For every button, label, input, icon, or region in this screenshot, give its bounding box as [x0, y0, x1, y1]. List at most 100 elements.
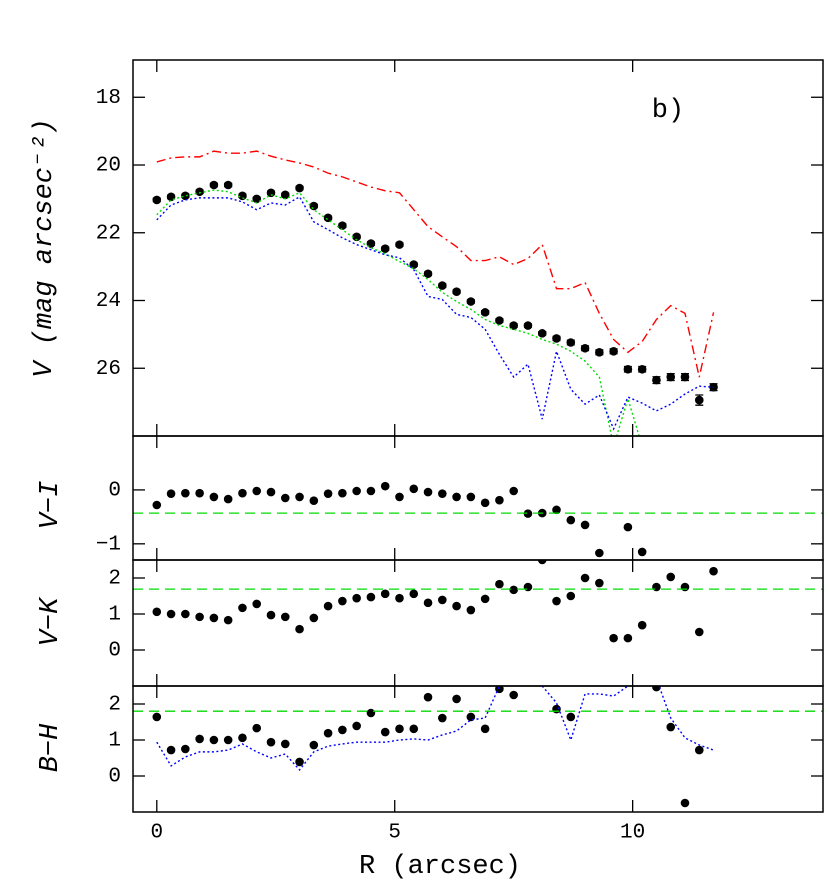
data-point [495, 316, 504, 325]
x-tick-label: 0 [150, 822, 163, 845]
data-point [423, 692, 433, 702]
data-point [152, 712, 162, 722]
data-point [580, 343, 590, 353]
data-point [566, 515, 576, 525]
plot-area [152, 481, 647, 558]
data-point [252, 194, 262, 204]
y-tick-label: −1 [96, 533, 121, 556]
data-point [195, 187, 204, 197]
data-point [195, 488, 204, 498]
data-point [380, 481, 390, 491]
data-point [409, 589, 419, 599]
data-point [223, 615, 233, 625]
data-point [438, 489, 447, 498]
data-point [209, 492, 219, 502]
data-point [209, 613, 219, 623]
data-point [223, 180, 233, 190]
data-point [623, 522, 633, 532]
data-point [423, 487, 433, 497]
data-point [181, 744, 190, 754]
data-point [637, 620, 647, 630]
data-point [409, 260, 419, 269]
data-point [423, 269, 433, 279]
data-point [309, 740, 319, 750]
data-point [166, 192, 176, 202]
data-point [694, 627, 704, 637]
data-point [652, 582, 661, 592]
data-point [523, 582, 533, 592]
annotation: b) [652, 96, 684, 126]
data-point [495, 579, 504, 589]
data-point [680, 582, 690, 592]
plot-area [152, 686, 714, 808]
data-point [509, 486, 518, 496]
panel-frame [132, 59, 824, 437]
profile-line [156, 686, 714, 771]
data-point [266, 188, 276, 198]
data-point [566, 591, 576, 601]
data-point [409, 484, 419, 494]
data-point [694, 745, 704, 755]
y-axis-label: V−K [36, 596, 66, 646]
data-point [366, 708, 376, 718]
x-axis-label: R (arcsec) [359, 852, 521, 882]
data-point [181, 488, 190, 498]
data-point [295, 183, 304, 193]
data-point [195, 612, 204, 622]
data-point [466, 297, 476, 306]
data-point [223, 494, 233, 504]
profile-line [156, 150, 715, 378]
data-point [609, 633, 618, 643]
data-point [666, 372, 676, 382]
data-point [166, 609, 176, 619]
data-point [366, 486, 376, 496]
data-point [395, 492, 404, 502]
y-tick-label: 0 [108, 479, 121, 502]
data-point [595, 578, 604, 588]
y-axis-label: V−I [36, 481, 66, 530]
data-point [423, 598, 433, 608]
data-point [352, 593, 361, 603]
data-point [595, 548, 604, 558]
y-tick-label: 0 [108, 766, 121, 789]
data-point [466, 605, 476, 615]
data-point [223, 735, 233, 745]
data-point [452, 287, 461, 296]
data-point [323, 213, 333, 223]
data-point [537, 560, 547, 565]
data-point [395, 593, 404, 603]
data-point [195, 734, 204, 744]
data-point [395, 724, 404, 734]
data-point [652, 686, 661, 692]
data-point [266, 610, 276, 620]
data-point [209, 735, 219, 745]
data-point [152, 607, 162, 617]
panel-frame [132, 685, 824, 813]
data-point [495, 495, 504, 505]
y-axis-label: V (mag arcsec⁻²) [30, 118, 60, 377]
data-point [537, 329, 547, 338]
data-point [552, 334, 561, 343]
y-tick-label: 1 [108, 730, 121, 753]
data-point [480, 724, 490, 734]
data-point [181, 609, 190, 619]
data-point [623, 633, 633, 643]
data-point [637, 364, 647, 374]
data-point [238, 488, 247, 498]
data-point [280, 190, 290, 200]
y-tick-label: 1 [108, 604, 121, 627]
data-point [552, 596, 561, 606]
data-point [238, 191, 247, 201]
data-point [623, 364, 633, 374]
data-point [452, 601, 461, 611]
data-point [166, 489, 176, 498]
data-point [509, 690, 518, 700]
data-point [295, 624, 304, 634]
data-point [466, 492, 476, 502]
data-point [181, 191, 190, 201]
data-point [209, 180, 219, 190]
y-tick-label: 22 [96, 222, 121, 245]
data-point [352, 486, 361, 496]
data-point [595, 348, 604, 357]
